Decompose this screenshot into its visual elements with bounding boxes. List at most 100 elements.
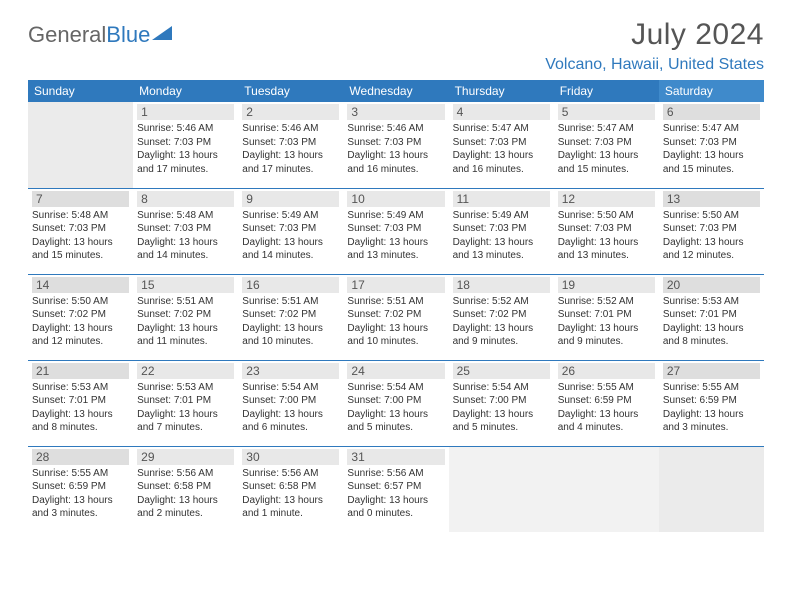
day-number: 25: [453, 363, 550, 379]
day-details: Sunrise: 5:47 AMSunset: 7:03 PMDaylight:…: [558, 122, 655, 176]
day-details: Sunrise: 5:48 AMSunset: 7:03 PMDaylight:…: [137, 209, 234, 263]
calendar-cell: 16Sunrise: 5:51 AMSunset: 7:02 PMDayligh…: [238, 274, 343, 360]
calendar-cell: 25 Sunrise: 5:54 AMSunset: 7:00 PMDayligh…: [449, 360, 554, 446]
day-number: 20: [663, 277, 760, 293]
logo-icon: [152, 22, 174, 48]
calendar-cell: 9 Sunrise: 5:49 AMSunset: 7:03 PMDaylight…: [238, 188, 343, 274]
weekday-header: Tuesday: [238, 80, 343, 102]
day-details: Sunrise: 5:56 AMSunset: 6:58 PMDaylight:…: [242, 467, 339, 521]
month-title: July 2024: [545, 18, 764, 52]
day-details: Sunrise: 5:50 AMSunset: 7:03 PMDaylight:…: [663, 209, 760, 263]
calendar-row: 14 Sunrise: 5:50 AMSunset: 7:02 PMDayligh…: [28, 274, 764, 360]
day-number: 1: [137, 104, 234, 120]
day-details: Sunrise: 5:50 AMSunset: 7:03 PMDaylight:…: [558, 209, 655, 263]
title-block: July 2024 Volcano, Hawaii, United States: [545, 18, 764, 74]
day-details: Sunrise: 5:51 AMSunset: 7:02 PMDaylight:…: [137, 295, 234, 349]
day-details: Sunrise: 5:52 AMSunset: 7:01 PMDaylight:…: [558, 295, 655, 349]
day-number: 3: [347, 104, 444, 120]
calendar-cell: 30 Sunrise: 5:56 AMSunset: 6:58 PMDayligh…: [238, 446, 343, 532]
calendar-row: 7 Sunrise: 5:48 AMSunset: 7:03 PMDaylight…: [28, 188, 764, 274]
day-details: Sunrise: 5:53 AMSunset: 7:01 PMDaylight:…: [32, 381, 129, 435]
day-number: 19: [558, 277, 655, 293]
day-details: Sunrise: 5:56 AMSunset: 6:58 PMDaylight:…: [137, 467, 234, 521]
day-number: 2: [242, 104, 339, 120]
calendar-cell: 13 Sunrise: 5:50 AMSunset: 7:03 PMDayligh…: [659, 188, 764, 274]
calendar-cell: 31Sunrise: 5:56 AMSunset: 6:57 PMDayligh…: [343, 446, 448, 532]
logo-text-1: General: [28, 22, 106, 48]
day-number: 22: [137, 363, 234, 379]
day-details: Sunrise: 5:47 AMSunset: 7:03 PMDaylight:…: [663, 122, 760, 176]
weekday-header: Sunday: [28, 80, 133, 102]
day-number: 7: [32, 191, 129, 207]
day-number: 4: [453, 104, 550, 120]
logo: GeneralBlue: [28, 18, 174, 48]
day-details: Sunrise: 5:55 AMSunset: 6:59 PMDaylight:…: [663, 381, 760, 435]
day-number: 18: [453, 277, 550, 293]
calendar-cell: 26Sunrise: 5:55 AMSunset: 6:59 PMDayligh…: [554, 360, 659, 446]
day-number: 17: [347, 277, 444, 293]
day-details: Sunrise: 5:54 AMSunset: 7:00 PMDaylight:…: [453, 381, 550, 435]
day-details: Sunrise: 5:54 AMSunset: 7:00 PMDaylight:…: [242, 381, 339, 435]
calendar-cell: 10 Sunrise: 5:49 AMSunset: 7:03 PMDayligh…: [343, 188, 448, 274]
day-number: 6: [663, 104, 760, 120]
day-details: Sunrise: 5:47 AMSunset: 7:03 PMDaylight:…: [453, 122, 550, 176]
weekday-header-row: Sunday Monday Tuesday Wednesday Thursday…: [28, 80, 764, 102]
day-number: 31: [347, 449, 444, 465]
calendar-cell: [449, 446, 554, 532]
calendar-cell: 12 Sunrise: 5:50 AMSunset: 7:03 PMDayligh…: [554, 188, 659, 274]
day-details: Sunrise: 5:51 AMSunset: 7:02 PMDaylight:…: [242, 295, 339, 349]
day-number: 9: [242, 191, 339, 207]
calendar-cell: 21Sunrise: 5:53 AMSunset: 7:01 PMDayligh…: [28, 360, 133, 446]
calendar-table: Sunday Monday Tuesday Wednesday Thursday…: [28, 80, 764, 532]
calendar-cell: 23 Sunrise: 5:54 AMSunset: 7:00 PMDayligh…: [238, 360, 343, 446]
day-number: 28: [32, 449, 129, 465]
weekday-header: Monday: [133, 80, 238, 102]
calendar-cell: 2 Sunrise: 5:46 AMSunset: 7:03 PMDaylight…: [238, 102, 343, 188]
logo-text-2: Blue: [106, 22, 150, 48]
calendar-body: 1 Sunrise: 5:46 AMSunset: 7:03 PMDaylight…: [28, 102, 764, 532]
calendar-cell: 22 Sunrise: 5:53 AMSunset: 7:01 PMDayligh…: [133, 360, 238, 446]
calendar-cell: 5 Sunrise: 5:47 AMSunset: 7:03 PMDaylight…: [554, 102, 659, 188]
day-number: 14: [32, 277, 129, 293]
calendar-cell: 29Sunrise: 5:56 AMSunset: 6:58 PMDayligh…: [133, 446, 238, 532]
calendar-cell: 24 Sunrise: 5:54 AMSunset: 7:00 PMDayligh…: [343, 360, 448, 446]
calendar-cell: 18 Sunrise: 5:52 AMSunset: 7:02 PMDayligh…: [449, 274, 554, 360]
day-details: Sunrise: 5:46 AMSunset: 7:03 PMDaylight:…: [347, 122, 444, 176]
day-details: Sunrise: 5:49 AMSunset: 7:03 PMDaylight:…: [347, 209, 444, 263]
calendar-cell: 15Sunrise: 5:51 AMSunset: 7:02 PMDayligh…: [133, 274, 238, 360]
weekday-header: Wednesday: [343, 80, 448, 102]
day-number: 13: [663, 191, 760, 207]
day-number: 5: [558, 104, 655, 120]
day-number: 8: [137, 191, 234, 207]
day-number: 30: [242, 449, 339, 465]
day-details: Sunrise: 5:54 AMSunset: 7:00 PMDaylight:…: [347, 381, 444, 435]
day-details: Sunrise: 5:55 AMSunset: 6:59 PMDaylight:…: [558, 381, 655, 435]
calendar-row: 28 Sunrise: 5:55 AMSunset: 6:59 PMDayligh…: [28, 446, 764, 532]
day-details: Sunrise: 5:52 AMSunset: 7:02 PMDaylight:…: [453, 295, 550, 349]
weekday-header: Thursday: [449, 80, 554, 102]
day-number: 23: [242, 363, 339, 379]
calendar-page: GeneralBlue July 2024 Volcano, Hawaii, U…: [0, 0, 792, 550]
calendar-cell: 19 Sunrise: 5:52 AMSunset: 7:01 PMDayligh…: [554, 274, 659, 360]
day-number: 12: [558, 191, 655, 207]
header: GeneralBlue July 2024 Volcano, Hawaii, U…: [28, 18, 764, 74]
day-details: Sunrise: 5:49 AMSunset: 7:03 PMDaylight:…: [242, 209, 339, 263]
day-details: Sunrise: 5:53 AMSunset: 7:01 PMDaylight:…: [137, 381, 234, 435]
day-details: Sunrise: 5:48 AMSunset: 7:03 PMDaylight:…: [32, 209, 129, 263]
calendar-row: 1 Sunrise: 5:46 AMSunset: 7:03 PMDaylight…: [28, 102, 764, 188]
calendar-cell: 8 Sunrise: 5:48 AMSunset: 7:03 PMDaylight…: [133, 188, 238, 274]
location-subtitle: Volcano, Hawaii, United States: [545, 56, 764, 74]
weekday-header: Saturday: [659, 80, 764, 102]
day-details: Sunrise: 5:50 AMSunset: 7:02 PMDaylight:…: [32, 295, 129, 349]
calendar-cell: 17Sunrise: 5:51 AMSunset: 7:02 PMDayligh…: [343, 274, 448, 360]
day-details: Sunrise: 5:46 AMSunset: 7:03 PMDaylight:…: [242, 122, 339, 176]
calendar-cell: [554, 446, 659, 532]
day-number: 24: [347, 363, 444, 379]
day-number: 10: [347, 191, 444, 207]
calendar-cell: 1Sunrise: 5:46 AMSunset: 7:03 PMDaylight…: [133, 102, 238, 188]
day-details: Sunrise: 5:55 AMSunset: 6:59 PMDaylight:…: [32, 467, 129, 521]
day-number: 11: [453, 191, 550, 207]
calendar-cell: [659, 446, 764, 532]
calendar-cell: 11Sunrise: 5:49 AMSunset: 7:03 PMDayligh…: [449, 188, 554, 274]
weekday-header: Friday: [554, 80, 659, 102]
